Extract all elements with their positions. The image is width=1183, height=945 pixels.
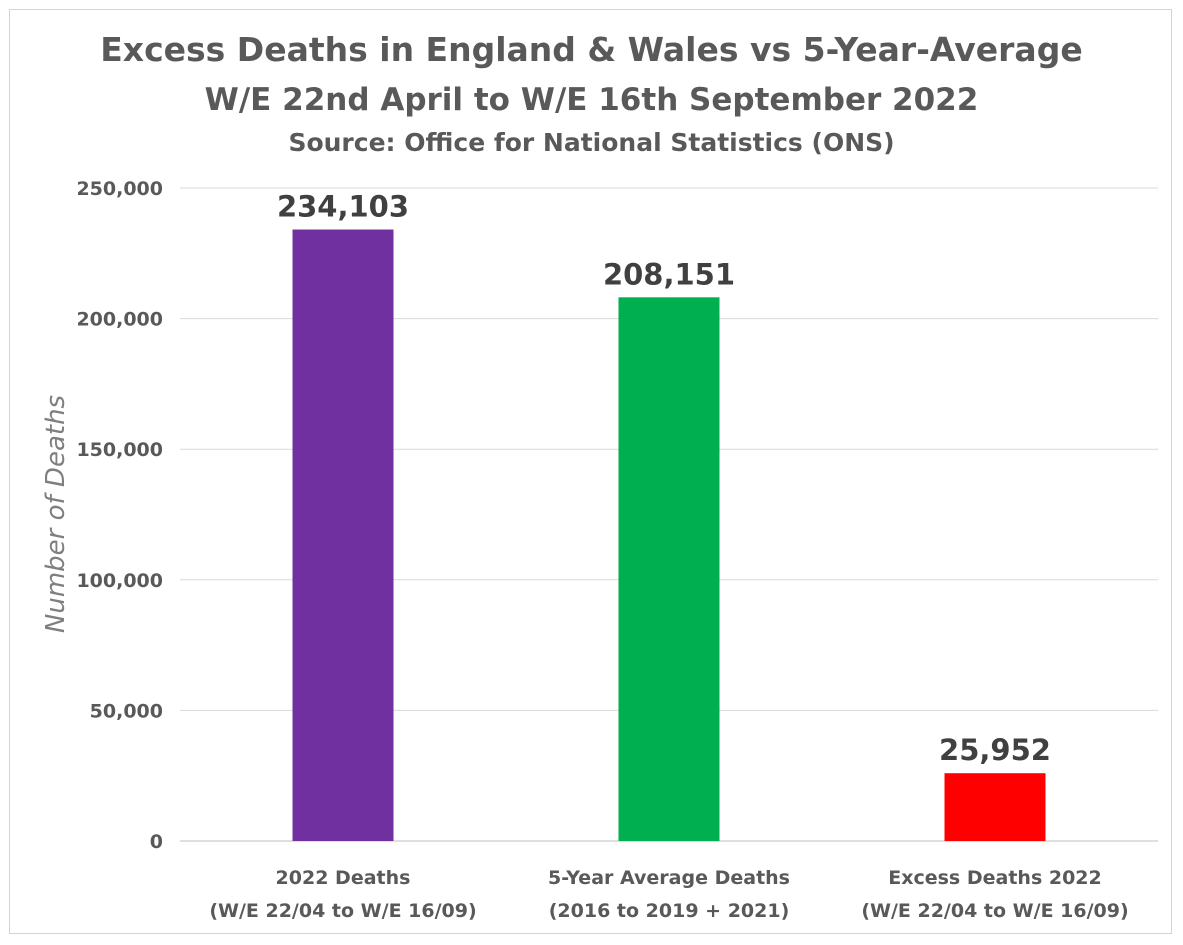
y-tick-label: 100,000 (76, 570, 163, 592)
x-tick-label: Excess Deaths 2022 (888, 867, 1102, 889)
y-axis-title: Number of Deaths (41, 394, 71, 634)
data-label: 208,151 (603, 257, 735, 291)
bar (618, 297, 720, 842)
x-tick-label: (W/E 22/04 to W/E 16/09) (861, 900, 1128, 922)
x-tick-label: (2016 to 2019 + 2021) (549, 900, 790, 922)
y-tick-label: 0 (150, 831, 163, 853)
x-tick-label: 5-Year Average Deaths (548, 867, 790, 889)
data-label: 25,952 (939, 733, 1051, 767)
bar (292, 229, 394, 842)
y-tick-label: 250,000 (76, 178, 163, 200)
chart-subtitle: W/E 22nd April to W/E 16th September 202… (204, 82, 979, 118)
x-tick-label: 2022 Deaths (276, 867, 411, 889)
bar (944, 773, 1046, 841)
y-tick-label: 50,000 (90, 700, 163, 722)
x-tick-label: (W/E 22/04 to W/E 16/09) (209, 900, 476, 922)
chart-title: Excess Deaths in England & Wales vs 5-Ye… (100, 30, 1083, 69)
data-label: 234,103 (277, 190, 409, 224)
chart-source: Source: Office for National Statistics (… (288, 128, 895, 157)
y-tick-label: 150,000 (76, 439, 163, 461)
y-tick-label: 200,000 (76, 309, 163, 331)
